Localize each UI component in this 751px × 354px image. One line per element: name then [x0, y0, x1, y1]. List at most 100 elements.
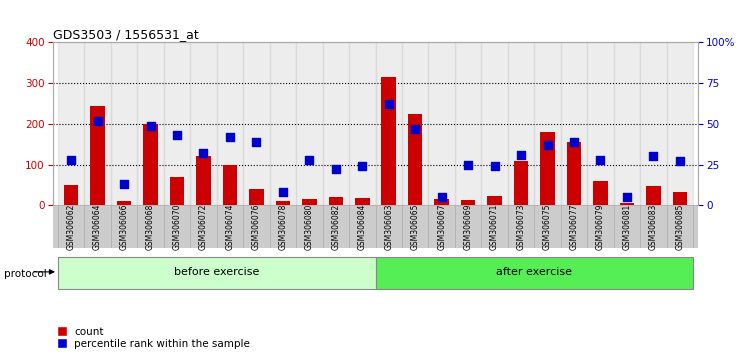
- Bar: [243, 42, 270, 205]
- Bar: [667, 42, 693, 205]
- Text: GSM306076: GSM306076: [252, 203, 261, 250]
- Point: [224, 134, 236, 140]
- Bar: [481, 42, 508, 205]
- Bar: [508, 42, 534, 205]
- Text: GSM306070: GSM306070: [173, 203, 182, 250]
- Legend: count, percentile rank within the sample: count, percentile rank within the sample: [58, 327, 250, 349]
- Text: GSM306078: GSM306078: [279, 203, 288, 250]
- Bar: [116, 201, 131, 205]
- Text: GSM306074: GSM306074: [225, 203, 234, 250]
- Bar: [434, 199, 449, 205]
- Bar: [58, 42, 84, 205]
- Point: [330, 167, 342, 172]
- Text: GSM306081: GSM306081: [623, 204, 632, 250]
- Point: [250, 139, 262, 145]
- Bar: [408, 114, 423, 205]
- Text: GSM306083: GSM306083: [649, 203, 658, 250]
- Bar: [487, 196, 502, 205]
- Bar: [137, 42, 164, 205]
- Bar: [428, 42, 455, 205]
- Bar: [58, 257, 376, 289]
- Text: GSM306082: GSM306082: [331, 204, 340, 250]
- Point: [65, 157, 77, 162]
- Text: GSM306065: GSM306065: [411, 203, 420, 250]
- Bar: [217, 42, 243, 205]
- Point: [595, 157, 607, 162]
- Text: after exercise: after exercise: [496, 267, 572, 277]
- Point: [303, 157, 315, 162]
- Bar: [376, 42, 402, 205]
- Bar: [196, 156, 211, 205]
- Bar: [561, 42, 587, 205]
- Point: [621, 194, 633, 200]
- Text: GDS3503 / 1556531_at: GDS3503 / 1556531_at: [53, 28, 198, 41]
- Bar: [164, 42, 190, 205]
- Bar: [276, 201, 290, 205]
- Point: [356, 164, 368, 169]
- Bar: [567, 142, 581, 205]
- Bar: [673, 192, 687, 205]
- Bar: [587, 42, 614, 205]
- Point: [674, 159, 686, 164]
- Point: [489, 164, 501, 169]
- Point: [118, 181, 130, 187]
- Bar: [620, 203, 635, 205]
- Text: GSM306069: GSM306069: [463, 203, 472, 250]
- Text: GSM306067: GSM306067: [437, 203, 446, 250]
- Text: GSM306075: GSM306075: [543, 203, 552, 250]
- Bar: [646, 186, 661, 205]
- Bar: [514, 161, 529, 205]
- Text: GSM306072: GSM306072: [199, 203, 208, 250]
- Text: GSM306085: GSM306085: [675, 203, 684, 250]
- Text: GSM306071: GSM306071: [490, 203, 499, 250]
- Point: [462, 162, 474, 167]
- Bar: [90, 105, 105, 205]
- Bar: [323, 42, 349, 205]
- Bar: [349, 42, 376, 205]
- Bar: [355, 198, 369, 205]
- Text: GSM306063: GSM306063: [385, 203, 394, 250]
- Text: GSM306073: GSM306073: [517, 203, 526, 250]
- Text: GSM306077: GSM306077: [569, 203, 578, 250]
- Bar: [296, 42, 323, 205]
- Bar: [614, 42, 640, 205]
- Bar: [64, 185, 78, 205]
- Bar: [593, 181, 608, 205]
- Point: [92, 118, 104, 124]
- Bar: [461, 200, 475, 205]
- Point: [198, 150, 210, 156]
- Bar: [534, 42, 561, 205]
- Bar: [84, 42, 111, 205]
- Point: [541, 142, 553, 148]
- Point: [171, 132, 183, 138]
- Bar: [455, 42, 481, 205]
- Text: GSM306079: GSM306079: [596, 203, 605, 250]
- Point: [409, 126, 421, 132]
- Bar: [170, 177, 184, 205]
- Text: GSM306084: GSM306084: [357, 203, 366, 250]
- Bar: [190, 42, 217, 205]
- Bar: [302, 199, 317, 205]
- Point: [277, 189, 289, 195]
- Text: GSM306068: GSM306068: [146, 203, 155, 250]
- Bar: [540, 132, 555, 205]
- Text: GSM306064: GSM306064: [93, 203, 102, 250]
- Text: protocol: protocol: [4, 269, 47, 279]
- Bar: [249, 189, 264, 205]
- Bar: [143, 124, 158, 205]
- Point: [436, 194, 448, 200]
- Bar: [640, 42, 667, 205]
- Point: [568, 139, 580, 145]
- Bar: [111, 42, 137, 205]
- Bar: [222, 165, 237, 205]
- Bar: [328, 197, 343, 205]
- Text: before exercise: before exercise: [174, 267, 259, 277]
- Text: GSM306062: GSM306062: [67, 203, 76, 250]
- Point: [144, 123, 156, 129]
- Bar: [382, 77, 396, 205]
- Bar: [376, 257, 693, 289]
- Bar: [270, 42, 296, 205]
- Text: GSM306066: GSM306066: [119, 203, 128, 250]
- Point: [647, 154, 659, 159]
- Bar: [402, 42, 428, 205]
